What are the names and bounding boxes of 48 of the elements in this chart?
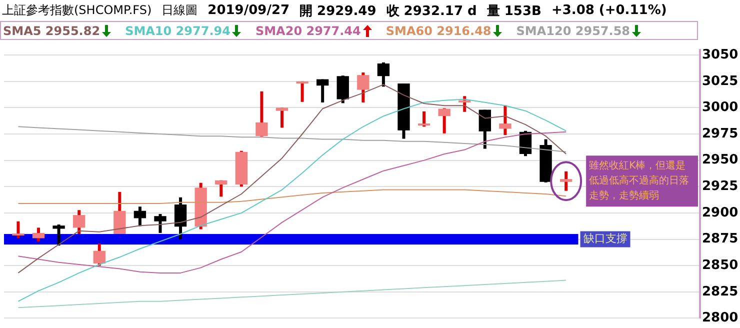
text: SMA120 2957.58 bbox=[516, 24, 630, 38]
y-tick-label: 2925 bbox=[702, 179, 738, 194]
candlestick bbox=[72, 210, 86, 234]
candlestick bbox=[296, 81, 308, 102]
candlestick bbox=[154, 214, 166, 233]
candlestick bbox=[174, 197, 187, 240]
text: 雖然收紅K棒，但還是低過低高不過高的日落走勢，走勢續弱 bbox=[589, 160, 690, 202]
y-tick-label: 3050 bbox=[702, 47, 738, 62]
text: SMA60 2916.48 bbox=[386, 24, 492, 38]
text: SMA5 2955.82 bbox=[3, 24, 100, 38]
candlestick bbox=[458, 96, 471, 112]
candlestick bbox=[418, 111, 430, 127]
candlestick bbox=[215, 180, 228, 197]
text: 2019/09/27 bbox=[208, 3, 290, 18]
chart-subtitle: 日線圖 bbox=[162, 2, 198, 19]
y-tick-label: 2975 bbox=[702, 126, 738, 142]
candlestick bbox=[256, 91, 268, 136]
candlestick bbox=[336, 76, 349, 104]
candlestick bbox=[438, 108, 450, 134]
candlestick bbox=[276, 108, 288, 128]
candlestick bbox=[560, 171, 572, 191]
text: +3.08 (+0.11%) bbox=[551, 3, 667, 18]
band-label: 缺口支撐 bbox=[583, 232, 628, 246]
candlestick bbox=[357, 72, 370, 102]
y-tick-label: 2800 bbox=[702, 310, 738, 326]
candlestick bbox=[32, 228, 45, 242]
text: 開 2929.49 bbox=[300, 2, 376, 20]
y-tick-label: 3025 bbox=[702, 74, 738, 89]
y-tick-label: 2850 bbox=[702, 258, 738, 273]
y-tick-label: 3000 bbox=[702, 100, 738, 116]
y-tick-label: 2875 bbox=[702, 232, 738, 247]
candlestick bbox=[114, 192, 126, 234]
candlestick bbox=[499, 105, 512, 136]
text: 收 2932.17 d bbox=[386, 2, 477, 20]
y-tick-label: 2900 bbox=[702, 205, 738, 220]
candlestick bbox=[12, 221, 24, 238]
y-tick-label: 2825 bbox=[702, 284, 738, 300]
candlestick bbox=[316, 79, 329, 102]
text: 量 153B bbox=[486, 2, 542, 20]
text: SMA20 2977.44 bbox=[255, 24, 361, 38]
candlestick bbox=[377, 62, 390, 87]
text: SMA10 2977.94 bbox=[125, 24, 230, 38]
candlestick bbox=[134, 206, 146, 226]
candlestick bbox=[93, 243, 106, 266]
y-tick-label: 2950 bbox=[702, 152, 738, 168]
candlestick bbox=[478, 110, 491, 149]
chart-title: 上証參考指數(SHCOMP.FS) bbox=[2, 2, 152, 19]
candlestick bbox=[52, 224, 65, 246]
